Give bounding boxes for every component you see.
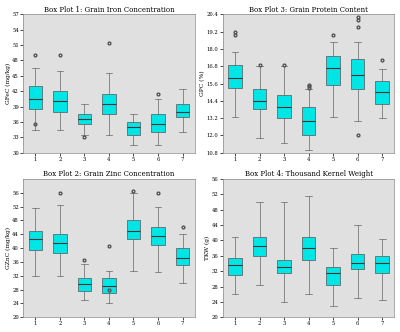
Title: Box Plot 1: Grain Iron Concentration: Box Plot 1: Grain Iron Concentration [44,6,174,14]
PathPatch shape [228,65,242,88]
PathPatch shape [53,91,67,112]
PathPatch shape [302,107,315,135]
PathPatch shape [176,104,189,117]
Y-axis label: GPC (%): GPC (%) [200,71,206,96]
PathPatch shape [253,237,266,256]
Title: Box Plot 4: Thousand Kernel Weight: Box Plot 4: Thousand Kernel Weight [245,170,373,178]
Y-axis label: GZnC (mg/kg): GZnC (mg/kg) [6,227,11,269]
PathPatch shape [253,89,266,110]
PathPatch shape [277,260,291,273]
PathPatch shape [326,56,340,85]
PathPatch shape [228,258,242,275]
PathPatch shape [78,114,91,124]
PathPatch shape [127,122,140,135]
PathPatch shape [176,248,189,265]
PathPatch shape [376,256,389,273]
PathPatch shape [151,114,165,132]
Title: Box Plot 2: Grain Zinc Concentration: Box Plot 2: Grain Zinc Concentration [43,170,175,178]
Y-axis label: GFeC (mg/kg): GFeC (mg/kg) [6,63,11,104]
PathPatch shape [29,86,42,109]
PathPatch shape [376,81,389,104]
PathPatch shape [102,94,116,114]
PathPatch shape [151,227,165,245]
PathPatch shape [302,237,315,260]
PathPatch shape [29,231,42,250]
PathPatch shape [277,95,291,118]
PathPatch shape [78,278,91,291]
PathPatch shape [102,278,116,293]
PathPatch shape [351,254,364,269]
Y-axis label: TKW (g): TKW (g) [205,236,210,260]
PathPatch shape [351,59,364,89]
PathPatch shape [127,220,140,239]
PathPatch shape [53,234,67,253]
PathPatch shape [326,267,340,285]
Title: Box Plot 3: Grain Protein Content: Box Plot 3: Grain Protein Content [249,6,368,14]
